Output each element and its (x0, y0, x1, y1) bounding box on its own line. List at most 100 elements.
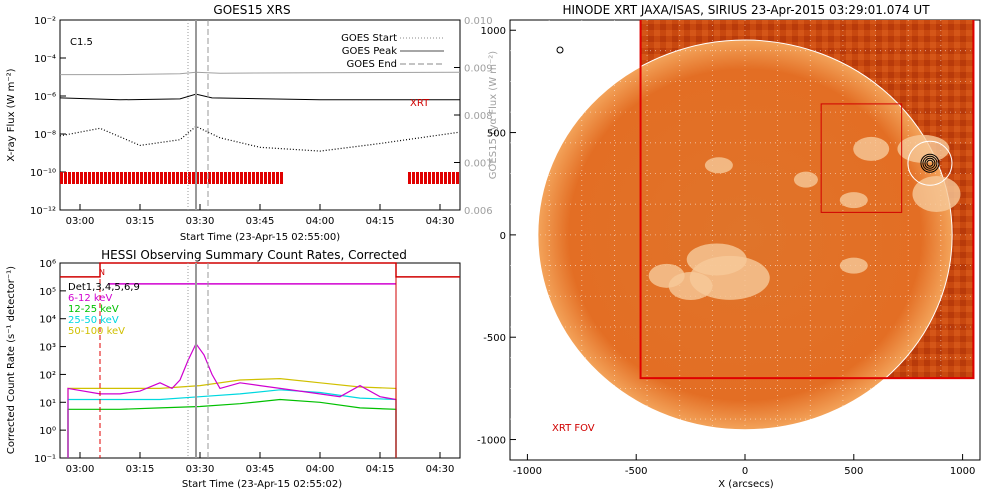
goes-y-tick-label: 10⁻⁸ (34, 130, 56, 141)
xrt-coverage-mark (204, 172, 207, 184)
xrt-coverage-mark (112, 172, 115, 184)
goes-x-tick-label: 03:45 (246, 216, 275, 227)
xrt-coverage-mark (208, 172, 211, 184)
xrt-coverage-mark (164, 172, 167, 184)
goes-x-label: Start Time (23-Apr-15 02:55:00) (180, 232, 340, 243)
xrt-coverage-mark (84, 172, 87, 184)
hessi-x-tick-label: 03:45 (246, 464, 275, 475)
xrt-coverage-mark (128, 172, 131, 184)
hessi-y-tick-label: 10⁻¹ (34, 454, 56, 465)
hessi-y-tick-label: 10⁵ (39, 287, 56, 298)
hessi-panel: HESSI Observing Summary Count Rates, Cor… (6, 248, 461, 490)
goes-x-tick-label: 03:30 (186, 216, 215, 227)
xrt-coverage-mark (76, 172, 79, 184)
xrt-coverage-mark (180, 172, 183, 184)
hessi-y-tick-label: 10⁴ (39, 315, 56, 326)
xrt-coverage-mark (436, 172, 439, 184)
hessi-dets-label: Det1,3,4,5,6,9 (68, 282, 140, 293)
xrt-x-tick-label: 0 (742, 466, 748, 477)
solar-limb (537, 39, 953, 431)
xrt-coverage-mark (424, 172, 427, 184)
xrt-coverage-mark (96, 172, 99, 184)
goes-y-tick-label: 10⁻² (34, 16, 56, 27)
xrt-coverage-mark (412, 172, 415, 184)
xrt-x-tick-label: -1000 (513, 466, 542, 477)
xrt-coverage-mark (192, 172, 195, 184)
xrt-coverage-mark (432, 172, 435, 184)
xrt-coverage-mark (124, 172, 127, 184)
goes-y2-label: GOES15 Lyα Flux (W m⁻²) (488, 51, 499, 179)
xrt-coverage-mark (420, 172, 423, 184)
goes-y-ticks: 10⁻² 10⁻⁴ 10⁻⁶ 10⁻⁸ 10⁻¹⁰ 10⁻¹² (30, 16, 66, 217)
xrt-coverage-mark (280, 172, 283, 184)
xrt-y-tick-label: 500 (487, 129, 506, 140)
hessi-title: HESSI Observing Summary Count Rates, Cor… (101, 248, 407, 262)
xrt-coverage-mark (140, 172, 143, 184)
hessi-x-tick-label: 03:00 (66, 464, 95, 475)
xrt-coverage-mark (268, 172, 271, 184)
goes-series (59, 71, 461, 152)
hessi-y-label: Corrected Count Rate (s⁻¹ detector⁻¹) (6, 266, 17, 454)
hessi-x-ticks: 03:00 03:15 03:30 03:45 04:00 04:15 04:30 (66, 452, 455, 475)
goes-x-ticks: 03:00 03:15 03:30 03:45 04:00 04:15 04:30 (66, 204, 454, 227)
legend-50-100-kev: 50-100 keV (68, 326, 125, 337)
xrt-title: HINODE XRT JAXA/ISAS, SIRIUS 23-Apr-2015… (562, 3, 930, 17)
legend-12-25-kev: 12-25 keV (68, 304, 119, 315)
goes-y-tick-label: 10⁻⁶ (34, 92, 56, 103)
xrt-coverage-mark (248, 172, 251, 184)
xrt-coverage-mark (256, 172, 259, 184)
xrt-x-tick-label: -500 (625, 466, 648, 477)
xrt-coverage-mark (136, 172, 139, 184)
xrt-coverage-mark (188, 172, 191, 184)
goes-x-tick-label: 04:15 (366, 216, 395, 227)
legend-6-12-kev: 6-12 keV (68, 293, 112, 304)
roi-box (820, 103, 903, 213)
xrt-coverage-mark (148, 172, 151, 184)
xrt-x-label: X (arcsecs) (718, 479, 774, 490)
hessi-series-line (67, 398, 397, 458)
xrt-coverage-mark (228, 172, 231, 184)
goes-y2-tick-label: 0.009 (464, 64, 493, 75)
xrt-coverage-mark (244, 172, 247, 184)
xrt-x-tick-label: 1000 (950, 466, 975, 477)
legend-goes-end: GOES End (347, 59, 397, 70)
xrt-coverage-mark (216, 172, 219, 184)
hessi-x-tick-label: 04:00 (306, 464, 335, 475)
hessi-series-line (67, 389, 397, 458)
flare-contour (926, 159, 934, 167)
xrt-coverage-mark (196, 172, 199, 184)
xrt-coverage-mark (224, 172, 227, 184)
active-region (704, 157, 733, 174)
xrt-coverage-mark (212, 172, 215, 184)
goes-legend: GOES Start GOES Peak GOES End (341, 33, 444, 70)
xrt-coverage-mark (104, 172, 107, 184)
goes-xrt-coverage-bar (60, 172, 459, 184)
xrt-coverage-mark (92, 172, 95, 184)
xrt-coverage-mark (408, 172, 411, 184)
goes-series-line (59, 93, 460, 101)
legend-goes-start: GOES Start (341, 33, 397, 44)
xrt-coverage-mark (156, 172, 159, 184)
goes-xrt-label: XRT (410, 98, 430, 109)
xrt-fov-box (639, 20, 975, 380)
xrt-y-tick-label: -1000 (477, 436, 506, 447)
xrt-coverage-mark (260, 172, 263, 184)
flare-circle (907, 140, 953, 186)
xrt-x-tick-label: 500 (844, 466, 863, 477)
hessi-y-tick-label: 10¹ (39, 398, 56, 409)
xrt-coverage-mark (64, 172, 67, 184)
goes-class-label: C1.5 (70, 37, 93, 48)
hessi-x-tick-label: 03:15 (126, 464, 155, 475)
goes-y2-tick-label: 0.010 (464, 16, 493, 27)
hessi-x-label: Start Time (23-Apr-15 02:55:02) (182, 479, 342, 490)
hessi-x-tick-label: 04:30 (426, 464, 455, 475)
xrt-coverage-mark (276, 172, 279, 184)
xrt-y-tick-label: -500 (483, 333, 506, 344)
xrt-coverage-mark (440, 172, 443, 184)
xrt-coverage-mark (160, 172, 163, 184)
hessi-y-ticks: 10⁶ 10⁵ 10⁴ 10³ 10² 10¹ 10⁰ 10⁻¹ (34, 259, 66, 465)
goes-y-tick-label: 10⁻⁴ (34, 54, 56, 65)
xrt-coverage-mark (152, 172, 155, 184)
